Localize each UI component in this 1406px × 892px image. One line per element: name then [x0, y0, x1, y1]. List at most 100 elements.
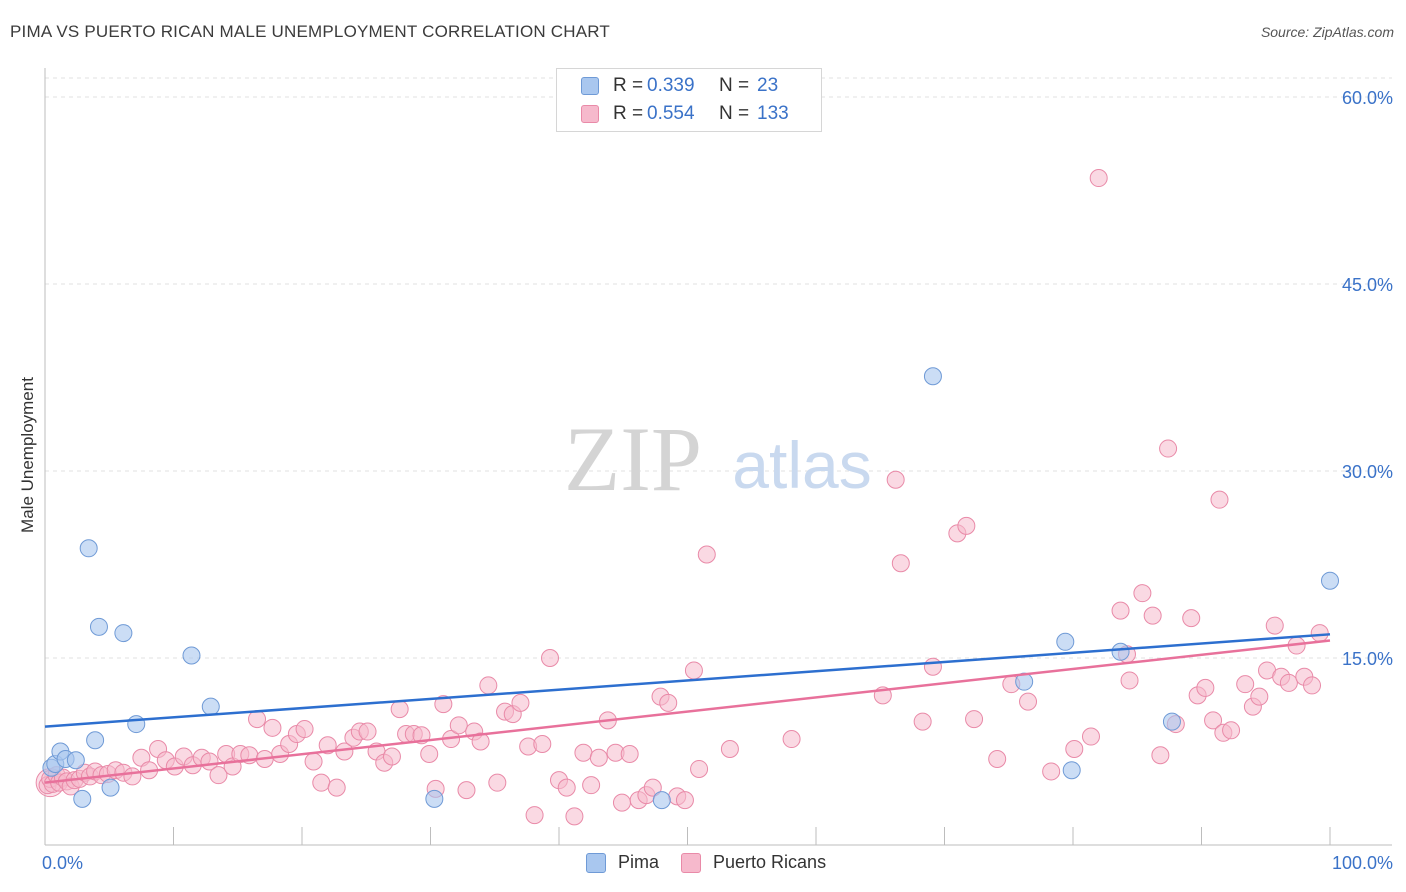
pima-point [79, 539, 98, 558]
pima-point [923, 367, 942, 386]
puerto-ricans-legend-label: Puerto Ricans [713, 852, 827, 872]
puerto-ricans-point [659, 693, 678, 712]
trendlines [44, 633, 1331, 784]
pima-point [114, 624, 133, 643]
puerto-ricans-point [449, 716, 468, 735]
y-tick-label: 30.0% [1342, 462, 1393, 482]
pima-point [73, 789, 92, 808]
puerto-ricans-point [457, 781, 476, 800]
puerto-ricans-point [209, 766, 228, 785]
puerto-ricans-point [1210, 490, 1229, 509]
puerto-ricans-point [1159, 439, 1178, 458]
pima-legend-swatch [586, 852, 606, 873]
puerto-ricans-point [382, 747, 401, 766]
pima-legend-label: Pima [618, 852, 660, 872]
puerto-ricans-point [565, 807, 584, 826]
puerto-ricans-point [923, 657, 942, 676]
legend-item-puerto-ricans[interactable]: Puerto Ricans [681, 852, 826, 873]
legend-r-value: 0.339 [647, 75, 695, 96]
pima-point [1062, 761, 1081, 780]
puerto-ricans-point [1143, 606, 1162, 625]
legend-row-puerto-ricans: R = 0.554 N = 133 [581, 101, 789, 127]
puerto-ricans-point [697, 545, 716, 564]
puerto-ricans-point [471, 732, 490, 751]
puerto-ricans-point [1042, 762, 1061, 781]
puerto-ricans-point [643, 778, 662, 797]
puerto-ricans-point [1182, 609, 1201, 628]
puerto-ricans-point [1279, 673, 1298, 692]
source-label: Source: ZipAtlas.com [1260, 24, 1394, 40]
y-tick-label: 45.0% [1342, 275, 1393, 295]
pima-point [66, 751, 85, 770]
pima-point [101, 778, 120, 797]
pima-point [1111, 642, 1130, 661]
pima-point [127, 715, 146, 734]
pima-point [89, 617, 108, 636]
x-tick-label: 0.0% [42, 853, 83, 873]
puerto-ricans-point [390, 700, 409, 719]
pima-points [42, 367, 1339, 810]
puerto-ricans-point [511, 693, 530, 712]
puerto-ricans-point [1204, 711, 1223, 730]
watermark-zip: ZIP [564, 408, 702, 510]
puerto-ricans-point [295, 720, 314, 739]
puerto-ricans-point [582, 776, 601, 795]
legend-r-label: R = [613, 103, 644, 124]
puerto-ricans-point [525, 806, 544, 825]
puerto-ricans-point [327, 778, 346, 797]
puerto-ricans-point [675, 791, 694, 810]
legend-row-pima: R = 0.339 N = 23 [581, 73, 778, 99]
legend-n-value: 23 [757, 75, 779, 96]
y-axis-label: Male Unemployment [18, 377, 37, 533]
puerto-ricans-point [1196, 678, 1215, 697]
puerto-ricans-point [541, 649, 560, 667]
puerto-ricans-point [1089, 169, 1108, 188]
puerto-ricans-point [420, 744, 439, 763]
puerto-ricans-point [886, 470, 905, 489]
puerto-ricans-point [1250, 687, 1269, 706]
pima-point [425, 789, 444, 808]
puerto-ricans-trendline [44, 639, 1331, 784]
puerto-ricans-point [248, 710, 267, 729]
puerto-ricans-point [612, 793, 631, 812]
legend-r-value: 0.554 [647, 103, 695, 124]
puerto-ricans-point [488, 773, 507, 792]
legend-r-label: R = [613, 75, 644, 96]
pima-point [182, 646, 201, 665]
pima-point [1056, 632, 1075, 651]
puerto-ricans-point [1151, 746, 1170, 765]
puerto-ricans-point [1133, 584, 1152, 603]
y-tick-label: 15.0% [1342, 649, 1393, 669]
gridlines [45, 77, 1392, 659]
puerto-ricans-point [684, 661, 703, 680]
puerto-ricans-point [1310, 624, 1329, 643]
puerto-ricans-swatch [581, 105, 599, 123]
legend-n-label: N = [719, 75, 750, 96]
puerto-ricans-point [782, 730, 801, 749]
puerto-ricans-point [123, 767, 142, 786]
puerto-ricans-point [1081, 727, 1100, 746]
puerto-ricans-point [557, 778, 576, 797]
tick-labels: 15.0% 30.0% 45.0% 60.0% 0.0% 100.0% [42, 88, 1393, 873]
legend-n-value: 133 [757, 103, 789, 124]
axes [44, 68, 1392, 846]
puerto-ricans-point [1120, 671, 1139, 690]
puerto-ricans-point [574, 743, 593, 762]
puerto-ricans-point [1019, 692, 1038, 711]
watermark-atlas: atlas [732, 428, 871, 502]
puerto-ricans-point [957, 516, 976, 535]
x-tick-label: 100.0% [1332, 853, 1393, 873]
watermark: ZIP atlas [564, 408, 872, 510]
puerto-ricans-point [434, 695, 453, 714]
pima-trendline [44, 633, 1331, 728]
puerto-ricans-point [965, 710, 984, 729]
puerto-ricans-point [1111, 601, 1130, 620]
pima-point [652, 791, 671, 810]
puerto-ricans-point [1236, 675, 1255, 694]
puerto-ricans-point [891, 554, 910, 573]
legend-item-pima[interactable]: Pima [586, 852, 659, 873]
y-tick-label: 60.0% [1342, 88, 1393, 108]
puerto-ricans-point [318, 736, 337, 755]
puerto-ricans-point [1265, 616, 1284, 635]
